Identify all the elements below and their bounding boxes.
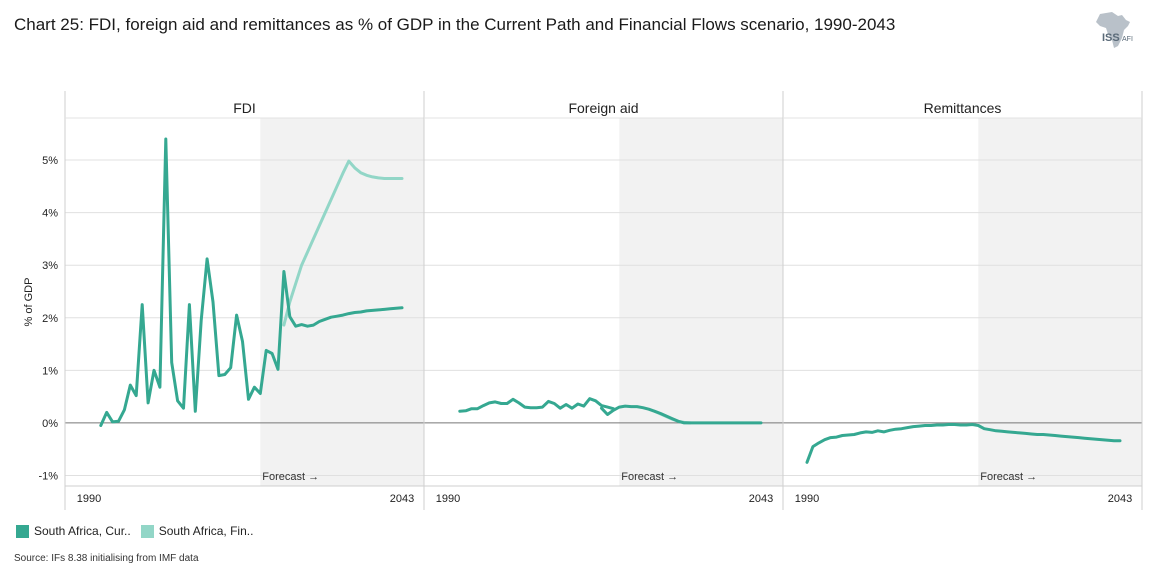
series-line-current-path bbox=[805, 423, 1122, 464]
logo-main-text: ISS bbox=[1102, 32, 1120, 44]
iss-afi-logo: ISS AFI bbox=[1084, 8, 1144, 54]
legend-item-financial-flows[interactable]: South Africa, Fin.. bbox=[140, 524, 254, 538]
series-line-current-path bbox=[600, 404, 763, 425]
x-tick-label: 2043 bbox=[390, 493, 414, 505]
legend-item-current-path[interactable]: South Africa, Cur.. bbox=[16, 524, 131, 538]
forecast-label: Forecast → bbox=[980, 471, 1037, 483]
y-tick-label: 1% bbox=[42, 365, 58, 377]
x-tick-label: 2043 bbox=[1108, 493, 1132, 505]
forecast-label: Forecast → bbox=[621, 471, 678, 483]
legend-label-financial-flows: South Africa, Fin.. bbox=[158, 524, 254, 538]
chart-area: % of GDP -1% 0% 1% 2% 3% 4% 5% FDI Forecast → 1990… bbox=[23, 91, 1143, 510]
legend-swatch-current-path bbox=[16, 524, 29, 538]
source-note: Source: IFs 8.38 initialising from IMF d… bbox=[14, 553, 199, 564]
panel-foreign-aid: Foreign aid Forecast → 1990 2043 bbox=[423, 91, 783, 510]
series-line-current-path bbox=[458, 397, 615, 413]
logo-sub-text: AFI bbox=[1122, 36, 1133, 43]
series-line-current-path bbox=[99, 137, 404, 427]
y-tick-label: 3% bbox=[42, 260, 58, 272]
y-tick-label: 2% bbox=[42, 313, 58, 325]
x-tick-label: 1990 bbox=[436, 493, 460, 505]
y-tick-label: 4% bbox=[42, 208, 58, 220]
chart-title: Chart 25: FDI, foreign aid and remittanc… bbox=[14, 15, 896, 34]
y-axis-title: % of GDP bbox=[23, 278, 35, 327]
forecast-label: Forecast → bbox=[262, 471, 319, 483]
y-tick-label: 5% bbox=[42, 155, 58, 167]
panel-remittances: Remittances Forecast → 1990 2043 bbox=[782, 91, 1143, 510]
panel-fdi: FDI Forecast → 1990 2043 bbox=[64, 91, 424, 510]
series-line-financial-flows bbox=[282, 159, 404, 327]
forecast-region bbox=[978, 118, 1142, 486]
y-tick-label: -1% bbox=[38, 470, 58, 482]
legend: South Africa, Cur.. South Africa, Fin.. bbox=[16, 524, 253, 538]
forecast-region bbox=[619, 118, 783, 486]
panel-title: Remittances bbox=[924, 100, 1002, 116]
x-tick-label: 1990 bbox=[795, 493, 819, 505]
africa-map-icon bbox=[1096, 12, 1130, 48]
x-tick-label: 1990 bbox=[77, 493, 101, 505]
legend-label-current-path: South Africa, Cur.. bbox=[34, 524, 131, 538]
y-tick-label: 0% bbox=[42, 418, 58, 430]
legend-swatch-financial-flows bbox=[140, 524, 154, 538]
panel-title: Foreign aid bbox=[568, 100, 638, 116]
x-tick-label: 2043 bbox=[749, 493, 773, 505]
panel-title: FDI bbox=[233, 100, 256, 116]
